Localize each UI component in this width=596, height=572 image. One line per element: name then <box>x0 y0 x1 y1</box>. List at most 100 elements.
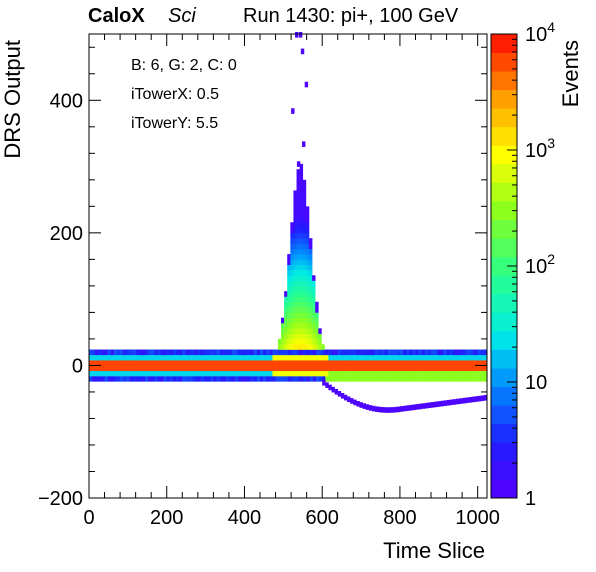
heat-cell <box>232 360 236 366</box>
heat-cell <box>290 323 294 329</box>
heat-cell <box>471 365 475 372</box>
heat-cell <box>284 312 288 319</box>
heat-cell <box>172 360 177 366</box>
heat-cell <box>287 333 291 340</box>
heat-cell <box>468 354 472 361</box>
heat-cell <box>384 354 388 361</box>
heat-cell <box>120 370 124 377</box>
heat-cell <box>424 376 429 382</box>
heat-cell <box>284 376 289 382</box>
heat-cell <box>415 354 419 361</box>
heat-cell <box>210 370 214 377</box>
heat-cell <box>129 376 133 382</box>
heat-cell <box>312 370 317 377</box>
heat-cell <box>449 365 454 372</box>
heat-cell <box>308 280 313 287</box>
heat-cell <box>312 317 316 324</box>
heat-cell <box>302 344 307 350</box>
heat-cell <box>293 333 297 340</box>
z-axis-title: Events <box>558 40 583 107</box>
palette-band <box>491 34 517 53</box>
heat-cell <box>188 354 192 361</box>
heat-cell <box>412 360 416 366</box>
heat-cell <box>126 354 130 361</box>
heat-cell <box>299 285 304 292</box>
heat-cell <box>272 376 276 382</box>
heat-cell <box>296 344 300 350</box>
heat-cell <box>213 370 217 377</box>
heat-cell <box>281 333 285 340</box>
heat-cell <box>393 406 398 413</box>
heat-cell <box>120 349 124 356</box>
z-tick-label: 104 <box>525 19 555 46</box>
heat-cell <box>200 354 205 361</box>
heat-cell <box>235 376 239 382</box>
heat-cell <box>302 201 307 207</box>
heat-cell <box>306 349 311 356</box>
heat-cell <box>452 354 457 361</box>
heat-cell <box>278 354 283 361</box>
heat-cell <box>290 285 294 292</box>
heat-cell <box>390 349 395 356</box>
heat-cell <box>222 360 227 366</box>
heat-cell <box>278 376 283 382</box>
heat-cell <box>334 370 339 377</box>
heat-cell <box>278 360 283 366</box>
heat-cell <box>337 391 342 397</box>
heat-cell <box>263 354 267 361</box>
heat-cell <box>290 232 294 239</box>
heat-cell <box>340 354 345 361</box>
heat-cell <box>269 365 273 372</box>
heat-cell <box>293 248 297 255</box>
heat-cell <box>104 360 108 366</box>
heat-cell <box>290 254 294 260</box>
heat-cell <box>415 404 419 410</box>
heat-cell <box>387 360 391 366</box>
heat-cell <box>350 370 354 377</box>
heat-cell <box>378 370 382 377</box>
heat-cell <box>266 354 270 361</box>
heat-cell <box>110 376 115 382</box>
heat-cell <box>337 370 342 377</box>
heat-cell <box>290 264 294 271</box>
heat-cell <box>288 349 292 356</box>
heat-cell <box>197 376 202 382</box>
heat-cell <box>154 370 158 377</box>
heat-cell <box>296 190 300 197</box>
heat-cell <box>305 291 310 297</box>
heat-cell <box>253 354 258 361</box>
heat-cell <box>302 312 307 319</box>
heat-cell <box>290 333 294 340</box>
heat-cell <box>303 376 307 382</box>
heat-cell <box>384 365 388 372</box>
heat-cell <box>302 206 307 212</box>
heat-cell <box>148 370 152 377</box>
heat-cell <box>340 370 345 377</box>
heat-cell <box>309 349 314 356</box>
heat-cell <box>312 360 317 366</box>
heat-cell <box>409 376 413 382</box>
heat-cell <box>299 264 304 271</box>
heat-cell <box>290 269 294 276</box>
heat-cell <box>328 360 332 366</box>
heat-cell <box>331 349 335 356</box>
heat-cell <box>431 376 435 382</box>
heat-cell <box>308 269 313 276</box>
heat-cell <box>424 402 429 409</box>
heat-cell <box>368 354 373 361</box>
heat-cell <box>151 360 155 366</box>
heat-cell <box>302 216 307 223</box>
heat-cell <box>132 376 136 382</box>
heat-cell <box>296 169 300 175</box>
heat-cell <box>299 275 304 281</box>
heat-cell <box>480 370 485 377</box>
color-palette: 1 10 102 103 104 <box>490 19 555 510</box>
palette-band <box>491 349 517 369</box>
heat-cell <box>427 349 432 356</box>
heat-cell <box>347 376 351 382</box>
heat-cell <box>163 376 168 382</box>
heat-cell <box>191 365 196 372</box>
heat-cell <box>284 365 289 372</box>
plot-frame <box>88 33 488 499</box>
heat-cell <box>92 360 96 366</box>
